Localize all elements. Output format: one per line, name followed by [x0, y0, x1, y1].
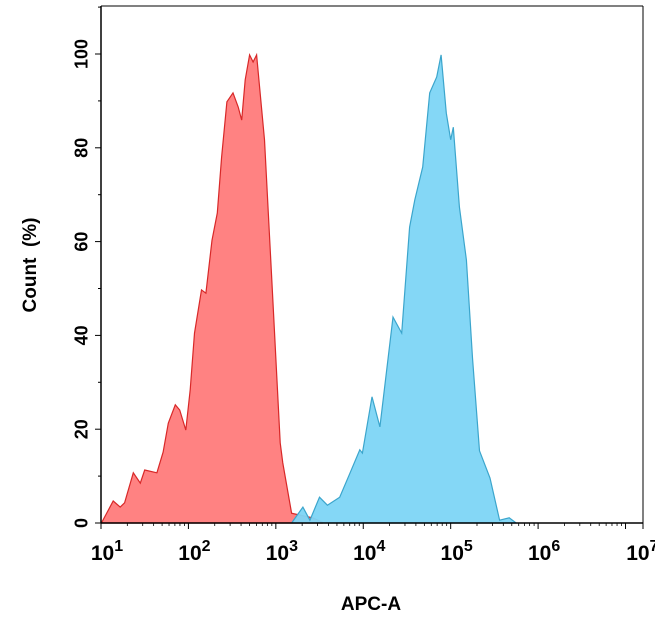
y-axis-label: Count (%): [20, 218, 41, 313]
x-tick-label: 104: [353, 538, 385, 565]
y-tick-label: 60: [71, 232, 91, 252]
x-tick-label: 101: [91, 538, 123, 565]
x-axis-label: APC-A: [341, 594, 401, 615]
x-tick-label: 106: [528, 538, 560, 565]
x-tick-label: 102: [178, 538, 210, 565]
y-tick-label: 80: [71, 138, 91, 158]
y-tick-label: 0: [71, 518, 91, 528]
axes: [95, 5, 644, 529]
y-tick-label: 40: [71, 325, 91, 345]
histogram-series-1: [101, 52, 323, 524]
histogram-series-2: [290, 54, 519, 524]
x-tick-label: 107.2: [626, 538, 655, 565]
tick-labels: 0 20 40 60 80 100 101 102 103 104 105 106 107.2: [71, 39, 655, 565]
series-layer: [101, 52, 519, 524]
y-tick-label: 20: [71, 419, 91, 439]
y-tick-label: 100: [71, 39, 91, 69]
x-tick-label: 105: [441, 538, 473, 565]
x-tick-label: 103: [266, 538, 298, 565]
